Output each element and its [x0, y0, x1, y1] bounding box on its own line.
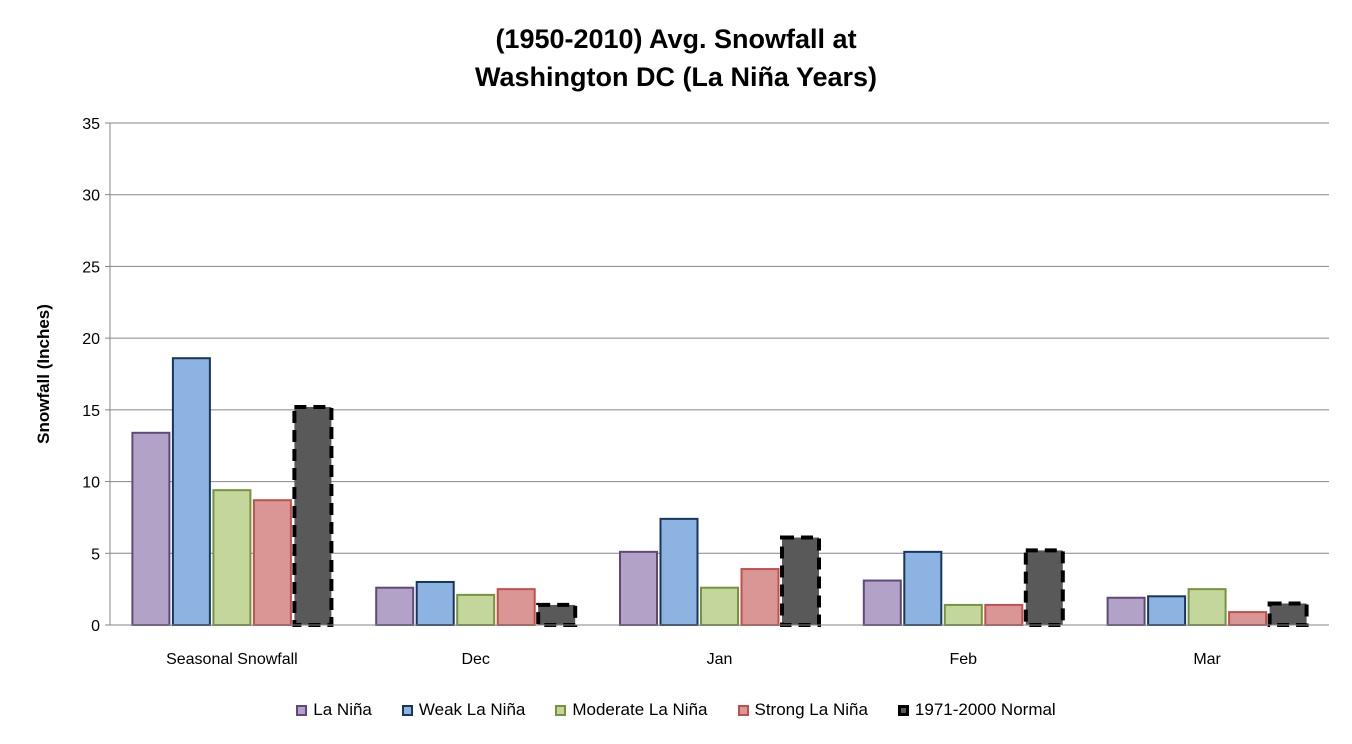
legend-label: 1971-2000 Normal: [914, 700, 1056, 719]
bar: [1023, 548, 1065, 627]
legend-label: Moderate La Niña: [572, 700, 708, 719]
bar: [415, 580, 455, 627]
y-axis-label: Snowfall (Inches): [34, 304, 53, 444]
bar: [456, 593, 496, 627]
bar-chart: 0 5 10 15 20 25 30 35 Seasonal Snowfall Dec Jan Fe…: [34, 116, 1329, 668]
legend-item: Moderate La Niña: [555, 700, 708, 720]
legend-item: Strong La Niña: [737, 700, 868, 720]
legend-swatch: [737, 704, 749, 716]
y-axis-ticks: 0 5 10 15 20 25 30 35: [82, 116, 100, 635]
bar: [984, 603, 1024, 626]
legend-item: Weak La Niña: [401, 700, 526, 720]
bar: [1228, 611, 1268, 627]
legend: La Niña Weak La Niña Moderate La Niña Stron…: [0, 700, 1352, 720]
bar: [1106, 596, 1146, 627]
bar: [700, 586, 739, 626]
legend-swatch: [555, 704, 567, 716]
legend-swatch: [401, 704, 413, 716]
bar: [292, 404, 334, 628]
legend-item: La Niña: [296, 700, 372, 720]
y-tick-label: 5: [91, 546, 100, 563]
bar: [496, 588, 536, 627]
legend-label: Strong La Niña: [754, 700, 868, 719]
bar: [536, 602, 578, 627]
bar: [375, 586, 415, 626]
bar: [943, 603, 983, 626]
bar: [212, 489, 252, 627]
bar: [252, 499, 292, 626]
bar: [171, 357, 211, 626]
legend-label: Weak La Niña: [418, 700, 526, 719]
bar: [131, 431, 171, 627]
x-category-label: Dec: [461, 651, 489, 668]
x-category-label: Mar: [1193, 651, 1221, 668]
chart-title: (1950-2010) Avg. Snowfall at Washington …: [0, 20, 1352, 96]
y-tick-label: 10: [82, 475, 100, 492]
bar: [1267, 601, 1309, 628]
legend-item: 1971-2000 Normal: [897, 700, 1056, 720]
y-tick-label: 15: [82, 403, 100, 420]
y-tick-label: 35: [82, 116, 100, 133]
bar: [659, 517, 699, 626]
chart-title-line-1: (1950-2010) Avg. Snowfall at: [495, 24, 857, 54]
bar: [1187, 588, 1227, 627]
legend-swatch: [296, 704, 308, 716]
bar: [1147, 595, 1187, 626]
chart-title-line-2: Washington DC (La Niña Years): [474, 62, 878, 92]
y-tick-label: 20: [82, 331, 100, 348]
x-category-label: Feb: [950, 651, 978, 668]
bar: [903, 550, 943, 627]
x-axis-categories: Seasonal Snowfall Dec Jan Feb Mar: [166, 651, 1221, 668]
legend-label: La Niña: [313, 700, 372, 719]
bar: [780, 535, 821, 627]
bar: [619, 550, 658, 627]
y-tick-label: 0: [91, 618, 100, 635]
y-tick-label: 25: [82, 259, 100, 276]
x-category-label: Jan: [707, 651, 733, 668]
bars: [131, 357, 1309, 628]
y-tick-label: 30: [82, 188, 100, 205]
legend-swatch: [897, 704, 909, 716]
bar: [862, 579, 902, 627]
bar: [740, 568, 780, 627]
x-category-label: Seasonal Snowfall: [166, 651, 298, 668]
